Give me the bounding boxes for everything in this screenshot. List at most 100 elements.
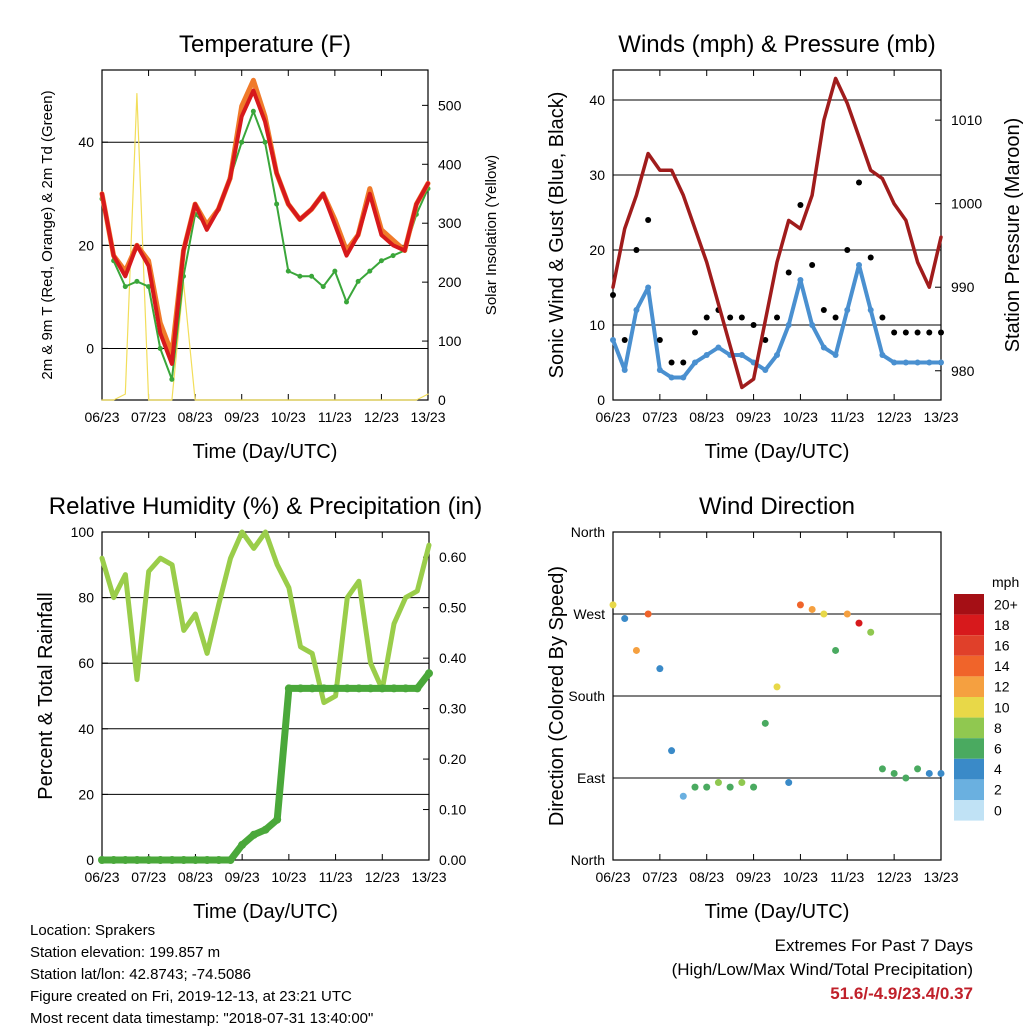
colorbar-label: 20+ (994, 596, 1018, 612)
series-solar (101, 92, 429, 401)
colorbar-swatch (954, 800, 984, 821)
precip-point (156, 856, 165, 864)
direction-point (714, 779, 722, 787)
y2-tick-label: 400 (438, 156, 462, 172)
gust-point (809, 262, 816, 268)
panel-1: Winds (mph) & Pressure (mb) 0 10 20 30 40 980 9… (546, 31, 1024, 463)
colorbar-swatch (954, 676, 984, 697)
x-tick-label: 08/23 (689, 869, 724, 885)
precip-point (238, 840, 247, 849)
gust-point (621, 337, 628, 343)
y-tick-label: 40 (78, 721, 94, 737)
plot-frame (101, 531, 430, 861)
wind-point (820, 344, 827, 351)
gust-point (844, 247, 851, 253)
gust-point (645, 217, 652, 223)
y2-tick-label: 0.20 (439, 751, 466, 767)
wind-point (656, 367, 663, 373)
x-axis-label: Time (Day/UTC) (193, 901, 338, 923)
x-tick-label: 11/23 (830, 869, 864, 885)
precip-point (389, 684, 398, 693)
y2-tick-label: 1010 (951, 112, 982, 128)
gust-point (692, 329, 698, 336)
y-tick-label: 40 (78, 134, 94, 150)
wind-point (867, 307, 874, 313)
y2-tick-label: 980 (951, 363, 975, 379)
wind-point (832, 352, 839, 358)
wind-point (610, 337, 616, 343)
y-axis-label: 2m & 9m T (Red, Orange) & 2m Td (Green) (39, 90, 56, 379)
direction-point (644, 610, 652, 618)
y-tick-label: 80 (78, 590, 94, 606)
y-tick-label: 20 (589, 242, 605, 258)
y2-tick-label: 0 (438, 392, 446, 408)
y-tick-label: 0 (597, 392, 605, 408)
gust-point (680, 359, 687, 366)
direction-point (855, 619, 863, 627)
precip-point (109, 856, 118, 864)
x-tick-label: 10/23 (271, 409, 306, 425)
gust-point (938, 329, 944, 336)
wind-point (633, 307, 640, 313)
colorbar-swatch (954, 758, 984, 780)
wind-point (762, 367, 769, 373)
panel-0: Temperature (F)02040010020030040050006/2… (39, 31, 500, 463)
colorbar-swatch (954, 779, 984, 800)
y-tick-label: 20 (78, 786, 94, 802)
precip-point (249, 830, 258, 839)
series-temp-2m (100, 88, 430, 366)
plot-frame (612, 69, 942, 401)
direction-point (878, 765, 886, 773)
x-tick-label: 13/23 (411, 869, 446, 885)
direction-point (914, 765, 922, 773)
colorbar-label: 8 (994, 720, 1002, 736)
x-tick-label: 09/23 (225, 869, 260, 885)
y-tick-label: 10 (589, 317, 605, 333)
y-axis-label: Sonic Wind & Gust (Blue, Black) (546, 92, 568, 379)
direction-point (668, 747, 676, 755)
gust-point (797, 202, 804, 208)
x-tick-label: 11/23 (830, 409, 864, 425)
y2-tick-label: 500 (438, 97, 462, 113)
x-axis-label: Time (Day/UTC) (705, 441, 850, 463)
precip-point (133, 856, 142, 864)
wind-point (645, 284, 652, 291)
direction-point (750, 783, 758, 791)
colorbar-swatch (954, 738, 984, 759)
colorbar-label: 14 (994, 658, 1010, 674)
y2-tick-label: 990 (951, 279, 975, 295)
gust-point (867, 254, 874, 261)
y2-axis-label: Station Pressure (Maroon) (1002, 118, 1024, 353)
precip-point (121, 856, 130, 864)
gust-point (832, 314, 839, 321)
gust-point (820, 307, 827, 313)
y2-tick-label: 300 (438, 215, 462, 231)
extremes-values: 51.6/-4.9/23.4/0.37 (830, 984, 973, 1003)
gust-point (762, 337, 769, 343)
y-axis-label: Direction (Colored By Speed) (546, 566, 568, 826)
y2-tick-label: 0.00 (439, 852, 466, 868)
wind-point (809, 322, 816, 328)
y-tick-label: 0 (86, 340, 94, 356)
y-tick-label: North (571, 852, 605, 868)
gust-point (610, 292, 616, 298)
gust-point (902, 329, 909, 336)
extremes-title: Extremes For Past 7 Days (774, 936, 973, 955)
gust-point (668, 359, 675, 366)
series-wind (611, 263, 943, 380)
y-tick-label: North (571, 524, 605, 540)
chart-title: Relative Humidity (%) & Precipitation (i… (49, 493, 482, 520)
gust-point (633, 247, 640, 253)
direction-point (937, 769, 945, 777)
x-tick-label: 07/23 (642, 869, 677, 885)
direction-point (632, 646, 640, 654)
station-info: Location: Sprakers Station elevation: 19… (30, 920, 373, 1030)
extremes-box: Extremes For Past 7 Days (High/Low/Max W… (672, 934, 973, 1006)
x-tick-label: 06/23 (595, 869, 630, 885)
precip-point (413, 684, 422, 693)
wind-point (856, 262, 862, 268)
wind-point (785, 322, 792, 328)
colorbar-label: 4 (994, 761, 1002, 777)
x-tick-label: 07/23 (131, 409, 166, 425)
x-tick-label: 09/23 (736, 409, 771, 425)
